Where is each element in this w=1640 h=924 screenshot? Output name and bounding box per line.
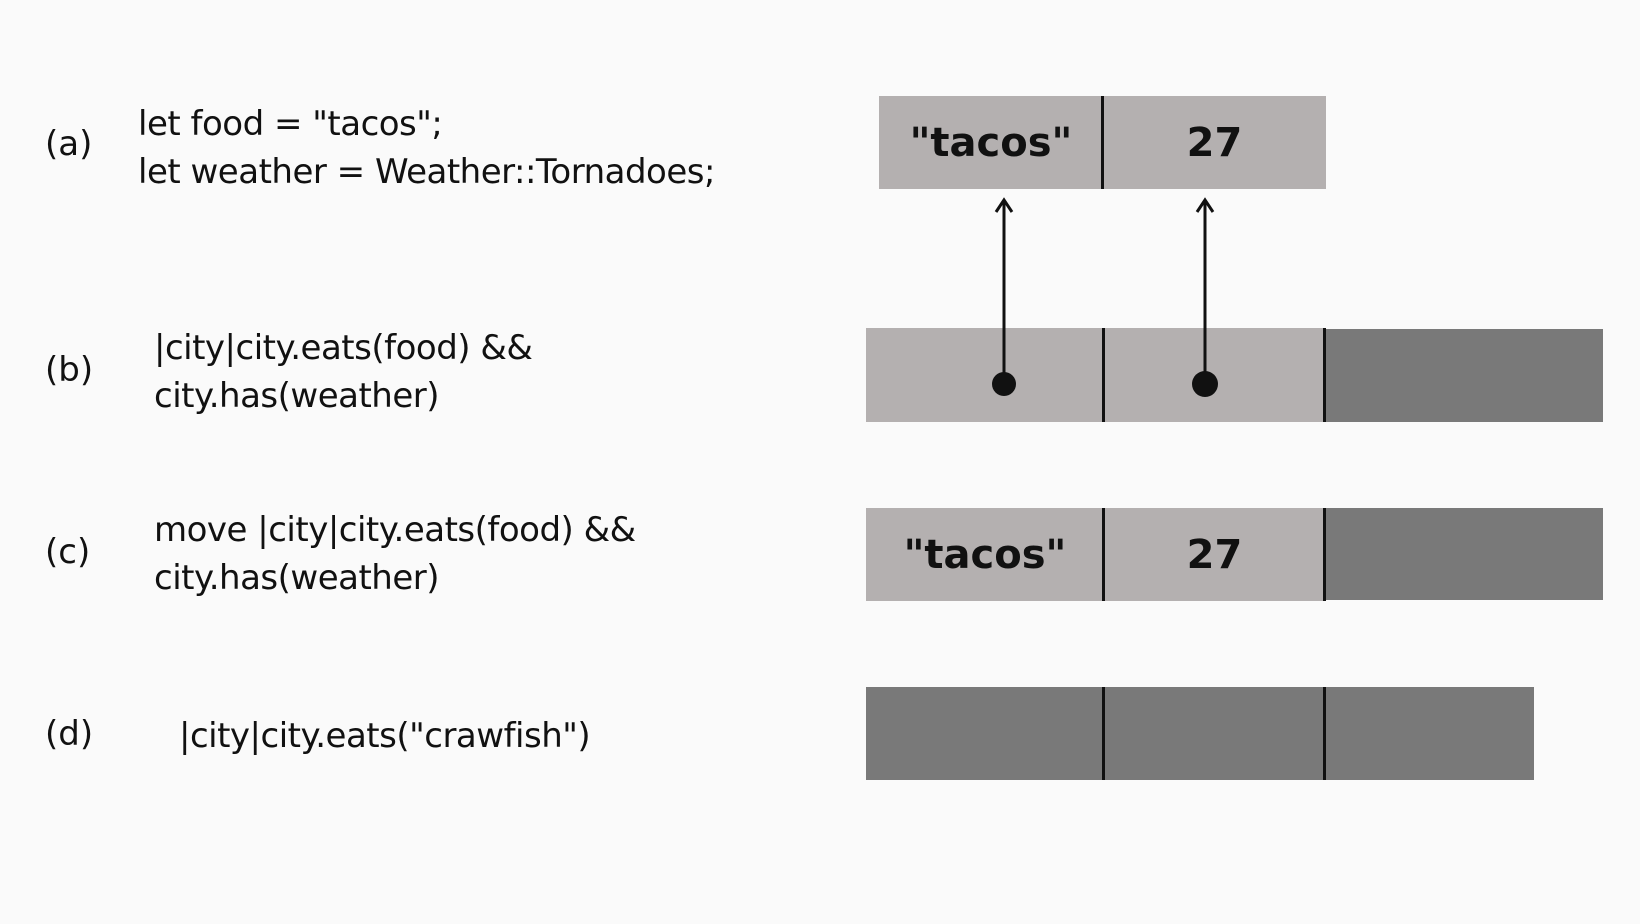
closure-cell-empty (1325, 329, 1603, 422)
closure-cell-empty (1325, 508, 1603, 600)
cell-divider (1102, 328, 1105, 422)
cell-divider (1101, 96, 1104, 189)
closure-cell-weather-ref (1104, 328, 1325, 422)
closure-cell-empty (866, 687, 1104, 780)
arrow-head (1195, 197, 1215, 213)
cell-divider (1323, 328, 1326, 422)
code-block-d: |city|city.eats("crawfish") (179, 712, 591, 760)
cell-divider (1323, 508, 1326, 601)
pointer-dot (1192, 371, 1218, 397)
row-label-d: (d) (45, 714, 94, 754)
code-block-a: let food = "tacos"; let weather = Weathe… (138, 100, 715, 196)
closure-cell-empty (1104, 687, 1325, 780)
pointer-dot (992, 372, 1016, 396)
code-line: city.has(weather) (154, 558, 440, 598)
row-label-a: (a) (45, 124, 93, 164)
reference-arrow-weather (1192, 197, 1218, 397)
code-block-b: |city|city.eats(food) && city.has(weathe… (154, 324, 533, 420)
reference-arrow-food (992, 197, 1016, 396)
cell-divider (1323, 687, 1326, 780)
memory-cell-food: "tacos" (879, 96, 1103, 189)
code-line: |city|city.eats("crawfish") (179, 716, 591, 756)
cell-divider (1102, 508, 1105, 601)
code-line: let food = "tacos"; (138, 104, 443, 144)
closure-cell-food-ref (866, 328, 1104, 422)
closure-cell-weather-moved: 27 (1104, 508, 1325, 601)
code-line: move |city|city.eats(food) && (154, 510, 636, 550)
row-label-c: (c) (45, 532, 91, 572)
closure-cell-empty (1325, 687, 1534, 780)
code-line: city.has(weather) (154, 376, 440, 416)
code-block-c: move |city|city.eats(food) && city.has(w… (154, 506, 636, 602)
cell-divider (1102, 687, 1105, 780)
arrow-head (994, 197, 1014, 213)
row-label-b: (b) (45, 350, 94, 390)
code-line: |city|city.eats(food) && (154, 328, 533, 368)
code-line: let weather = Weather::Tornadoes; (138, 152, 715, 192)
closure-cell-food-moved: "tacos" (866, 508, 1104, 601)
memory-cell-weather: 27 (1103, 96, 1326, 189)
